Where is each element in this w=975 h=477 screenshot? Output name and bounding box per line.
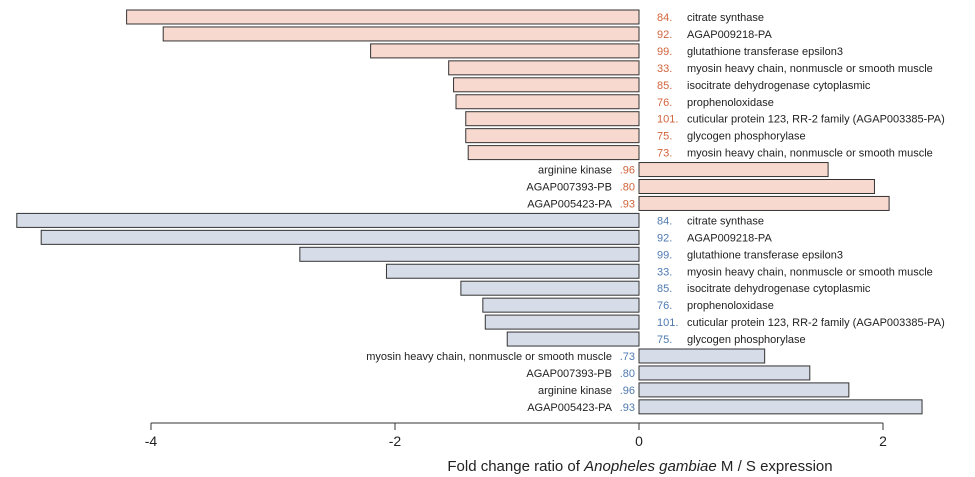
bar-g2-3 (299, 246, 640, 262)
bar-labels-layer: 84. citrate synthase 92. AGAP009218-PA 99. gl… (366, 12, 945, 414)
bar-g1-12 (638, 195, 890, 211)
bar-number-g2-4: 33. (657, 266, 672, 278)
bar-number-g2-12: .93 (620, 402, 635, 414)
bar-g2-6 (482, 297, 640, 313)
bar-g2-10 (638, 365, 811, 381)
bar-label-g1-12: AGAP005423-PA (527, 198, 612, 210)
bar-label-g1-6: prophenoloxidase (687, 97, 774, 109)
bar-number-g1-4: 33. (657, 63, 672, 75)
bar-number-g1-8: 75. (657, 131, 672, 143)
bar-number-g2-6: 76. (657, 300, 672, 312)
bar-g2-7 (484, 314, 640, 330)
x-axis-label-suffix: M / S expression (717, 458, 833, 475)
bar-g1-6 (455, 94, 640, 110)
bar-number-g1-5: 85. (657, 80, 672, 92)
x-tick-label-3: 2 (879, 433, 887, 449)
bar-g1-2 (162, 26, 640, 42)
bar-g2-4 (385, 263, 640, 279)
bar-label-g1-5: isocitrate dehydrogenase cytoplasmic (687, 80, 871, 92)
bar-g1-9 (467, 145, 640, 161)
bar-number-g1-3: 99. (657, 46, 672, 58)
bar-label-g2-8: glycogen phosphorylase (687, 334, 806, 346)
bar-g2-11 (638, 382, 850, 398)
bar-label-g1-4: myosin heavy chain, nonmuscle or smooth … (687, 63, 933, 75)
bar-number-g1-7: 101. (657, 114, 678, 126)
bar-label-g1-3: glutathione transferase epsilon3 (687, 46, 843, 58)
bar-label-g2-10: AGAP007393-PB (526, 368, 612, 380)
bar-number-g1-10: .96 (620, 165, 635, 177)
x-axis: -4 -2 0 2 (145, 422, 887, 449)
bar-number-g2-11: .96 (620, 385, 635, 397)
bar-number-g2-3: 99. (657, 249, 672, 261)
x-axis-label: Fold change ratio of Anopheles gambiae M… (447, 458, 832, 475)
bar-label-g2-9: myosin heavy chain, nonmuscle or smooth … (366, 351, 612, 363)
bar-g2-2 (40, 229, 640, 245)
bar-g2-9 (638, 348, 766, 364)
bar-g1-8 (465, 128, 640, 144)
x-tick-label-1: -2 (389, 433, 402, 449)
bar-label-g1-8: glycogen phosphorylase (687, 131, 806, 143)
bar-number-g2-10: .80 (620, 368, 635, 380)
bar-label-g1-9: myosin heavy chain, nonmuscle or smooth … (687, 148, 933, 160)
bar-number-g2-9: .73 (620, 351, 635, 363)
bar-g2-1 (16, 212, 640, 228)
bar-number-g2-8: 75. (657, 334, 672, 346)
x-axis-label-italic: Anopheles gambiae (583, 458, 717, 475)
bar-g1-5 (453, 77, 640, 93)
bar-g1-3 (370, 43, 640, 59)
bar-g1-1 (126, 9, 640, 25)
bar-label-g2-4: myosin heavy chain, nonmuscle or smooth … (687, 266, 933, 278)
bar-g2-8 (506, 331, 640, 347)
bar-label-g2-1: citrate synthase (687, 215, 764, 227)
bar-label-g2-11: arginine kinase (538, 385, 612, 397)
bar-g2-12 (638, 399, 923, 415)
bar-g1-10 (638, 162, 829, 178)
bar-label-g1-11: AGAP007393-PB (526, 182, 612, 194)
bar-label-g2-5: isocitrate dehydrogenase cytoplasmic (687, 283, 871, 295)
bar-g1-4 (448, 60, 640, 76)
x-tick-label-2: 0 (635, 433, 643, 449)
bar-label-g2-2: AGAP009218-PA (687, 232, 772, 244)
bar-label-g1-1: citrate synthase (687, 12, 764, 24)
bar-number-g1-11: .80 (620, 182, 635, 194)
bar-label-g2-7: cuticular protein 123, RR-2 family (AGAP… (687, 317, 945, 329)
bar-g2-5 (460, 280, 640, 296)
bar-label-g1-2: AGAP009218-PA (687, 29, 772, 41)
bar-number-g2-1: 84. (657, 215, 672, 227)
bar-number-g1-9: 73. (657, 148, 672, 160)
bar-g1-11 (638, 179, 875, 194)
bar-label-g1-10: arginine kinase (538, 165, 612, 177)
bar-number-g1-2: 92. (657, 29, 672, 41)
x-tick-label-0: -4 (145, 433, 158, 449)
bar-number-g2-2: 92. (657, 232, 672, 244)
bar-label-g1-7: cuticular protein 123, RR-2 family (AGAP… (687, 114, 945, 126)
bar-number-g2-7: 101. (657, 317, 678, 329)
bar-label-g2-3: glutathione transferase epsilon3 (687, 249, 843, 261)
bar-number-g2-5: 85. (657, 283, 672, 295)
bar-label-g2-6: prophenoloxidase (687, 300, 774, 312)
bar-label-g2-12: AGAP005423-PA (527, 402, 612, 414)
bar-number-g1-1: 84. (657, 12, 672, 24)
bars-layer (16, 9, 923, 415)
bar-number-g1-12: .93 (620, 198, 635, 210)
bar-number-g1-6: 76. (657, 97, 672, 109)
bar-g1-7 (465, 111, 640, 127)
x-axis-label-prefix: Fold change ratio of (447, 458, 584, 475)
